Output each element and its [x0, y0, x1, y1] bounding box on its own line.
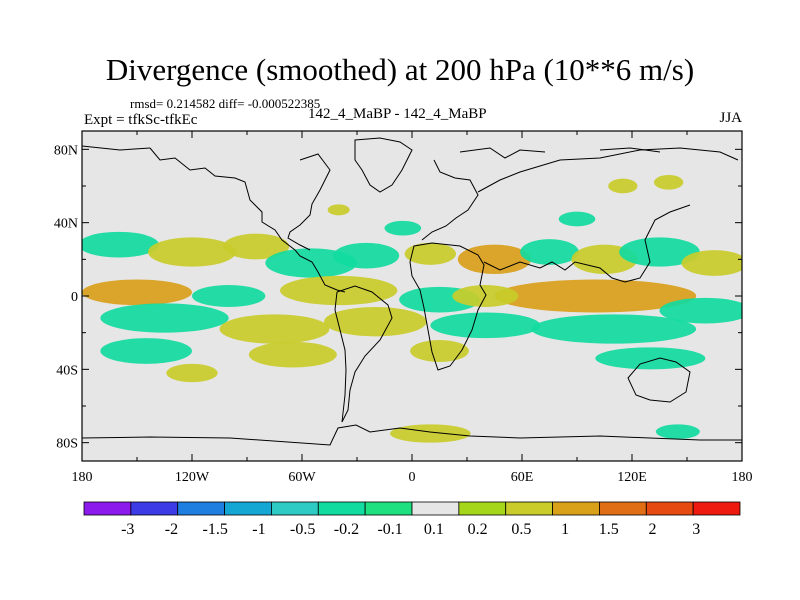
- y-tick-label: 40S: [56, 363, 78, 378]
- field-contour-region: [655, 424, 700, 439]
- colorbar-swatch: [271, 501, 319, 516]
- colorbar-swatch: [411, 501, 460, 516]
- colorbar-swatch: [177, 501, 225, 516]
- colorbar-swatch: [552, 501, 600, 516]
- coastline-arctic-islands: [82, 145, 661, 159]
- field-layer: [82, 175, 742, 443]
- colorbar-swatch: [645, 501, 694, 516]
- field-contour-region: [327, 204, 350, 216]
- coastline-africa: [409, 242, 487, 371]
- experiment-label: Expt = tfkSc-tfkEc: [84, 112, 198, 128]
- stats-line: rmsd= 0.214582 diff= -0.000522385: [130, 96, 321, 111]
- colorbar-swatch: [692, 501, 741, 516]
- field-contour-region: [148, 237, 236, 267]
- field-contour-region: [100, 303, 229, 333]
- field-contour-region: [494, 279, 697, 313]
- field-contour-region: [681, 250, 742, 276]
- coastline-south-america-west: [334, 291, 347, 423]
- x-tick-label: 180: [732, 470, 753, 485]
- coastline-south-america: [336, 285, 393, 423]
- colorbar-label: -1: [252, 521, 265, 538]
- x-tick-label: 0: [409, 470, 416, 485]
- colorbar-swatch: [364, 501, 413, 516]
- field-contour-region: [324, 307, 427, 337]
- coastline-europe: [421, 159, 479, 241]
- field-contour-region: [384, 220, 422, 236]
- field-contour-region: [619, 237, 700, 267]
- field-contour-region: [390, 424, 471, 443]
- x-tick-label: 180: [72, 470, 93, 485]
- field-contour-region: [410, 340, 469, 362]
- field-contour-region: [595, 347, 706, 370]
- colorbar-label: 1.5: [599, 521, 619, 538]
- coastline-layer: [82, 137, 742, 446]
- y-tick-label: 0: [71, 290, 78, 305]
- field-contour-region: [100, 338, 192, 364]
- colorbar-label: 1: [561, 521, 569, 538]
- field-contour-region: [659, 297, 742, 324]
- x-tick-label: 60W: [288, 470, 316, 485]
- comparison-label: 142_4_MaBP - 142_4_MaBP: [308, 106, 487, 122]
- field-contour-region: [404, 242, 457, 265]
- field-contour-region: [520, 239, 579, 265]
- field-contour-region: [457, 244, 532, 274]
- field-contour-region: [223, 233, 290, 260]
- colorbar-swatch: [83, 501, 132, 516]
- coastline-north-america-east: [287, 153, 331, 251]
- colorbar-label: -1.5: [203, 521, 228, 538]
- coastline-greenland: [354, 137, 413, 193]
- field-contour-region: [531, 314, 697, 344]
- x-tick-label: 120W: [175, 470, 210, 485]
- colorbar: -3 -2 -1.5 -1 -0.5 -0.2 -0.1 0.1 0.2 0.5 1 1.5 2 3: [83, 501, 741, 538]
- coastline-asia: [477, 147, 739, 193]
- colorbar-swatch: [317, 501, 366, 516]
- coastline-antarctica: [82, 424, 742, 446]
- colorbar-label: 0.1: [424, 521, 444, 538]
- y-tick-label: 80N: [54, 143, 78, 158]
- colorbar-label: 3: [692, 521, 700, 538]
- colorbar-label: -3: [121, 521, 134, 538]
- coastline-north-america: [149, 147, 346, 293]
- colorbar-swatch: [458, 501, 507, 516]
- field-contour-region: [219, 314, 330, 344]
- colorbar-swatch: [599, 501, 647, 516]
- field-contour-region: [333, 242, 400, 269]
- colorbar-swatch: [224, 501, 272, 516]
- field-contour-region: [654, 175, 684, 190]
- x-tick-label: 60E: [511, 470, 534, 485]
- field-contour-region: [430, 312, 541, 339]
- chart-title: Divergence (smoothed) at 200 hPa (10**6 …: [105, 52, 695, 87]
- field-contour-region: [82, 279, 192, 306]
- y-tick-label: 40N: [54, 217, 78, 232]
- x-tick-label: 120E: [617, 470, 647, 485]
- colorbar-label: -2: [165, 521, 178, 538]
- axis-layer: 180 120W 60W 0 60E 120E 180 80N 40N 0 40S 80S: [54, 131, 753, 485]
- colorbar-label: -0.1: [377, 521, 402, 538]
- colorbar-label: 2: [649, 521, 657, 538]
- colorbar-label: 0.2: [468, 521, 488, 538]
- field-contour-region: [558, 211, 596, 227]
- coastline-australia: [627, 357, 691, 403]
- colorbar-swatch: [130, 501, 179, 516]
- field-contour-region: [166, 363, 218, 383]
- y-tick-label: 80S: [56, 437, 78, 452]
- season-label: JJA: [719, 110, 742, 126]
- colorbar-label: 0.5: [511, 521, 531, 538]
- coastline-asia-south: [483, 204, 691, 283]
- field-contour-region: [82, 231, 159, 258]
- colorbar-label: -0.2: [334, 521, 359, 538]
- field-contour-region: [192, 285, 266, 307]
- field-contour-region: [608, 178, 638, 194]
- colorbar-swatch: [505, 501, 553, 516]
- colorbar-label: -0.5: [290, 521, 315, 538]
- field-contour-region: [248, 341, 337, 368]
